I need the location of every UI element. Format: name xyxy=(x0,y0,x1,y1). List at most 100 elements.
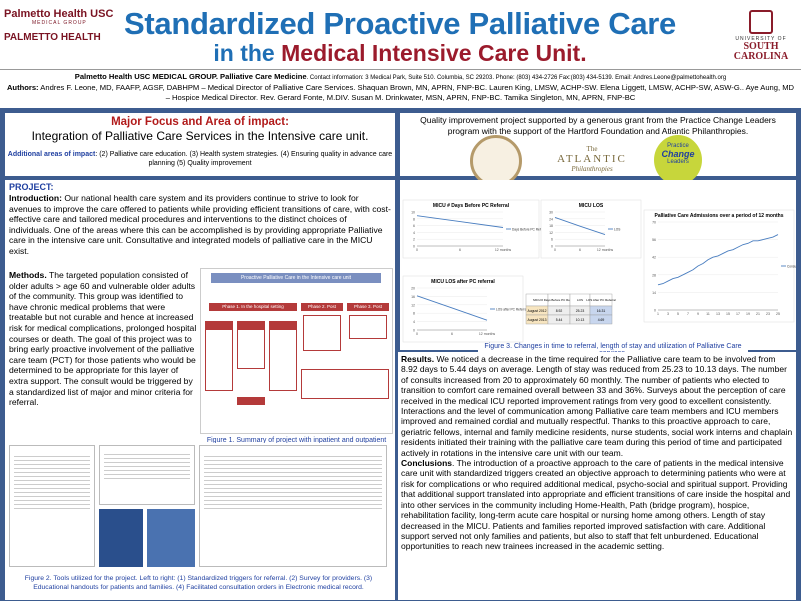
chart-x-tick-4: 11 xyxy=(706,312,710,316)
table-header-label: LOS xyxy=(577,298,583,302)
additional-areas: Additional areas of impact: (2) Palliati… xyxy=(7,151,393,167)
fig1-phase-3: Phase 3. Post hospital xyxy=(347,303,389,317)
fig1-phase-2: Phase 2. Post Hospital xyxy=(301,303,343,317)
chart-title-4: Palliative Care Admissions over a period… xyxy=(654,213,783,219)
table-cell-value: 5.44 xyxy=(556,318,563,322)
usc-logo: UNIVERSITY OF SOUTH CAROLINA xyxy=(724,10,798,66)
chart-y-tick-4: 0 xyxy=(654,309,656,313)
triggers-document xyxy=(9,445,95,567)
figure-2-tools xyxy=(7,443,390,571)
fig1-box xyxy=(349,315,387,339)
chart-y-tick-0: 2 xyxy=(413,238,415,242)
grant-panel: Quality improvement project supported by… xyxy=(400,113,796,176)
contact-info: . Contact information: 3 Medical Park, S… xyxy=(306,75,727,81)
focus-subheading: Integration of Palliative Care Services … xyxy=(31,129,369,143)
fig1-box-header xyxy=(205,321,233,329)
chart-y-tick-4: 28 xyxy=(652,273,656,277)
authors-list: Andres F. Leone, MD, FAAFP, AGSF, DABHPM… xyxy=(38,83,795,102)
chart-frame-0 xyxy=(402,199,540,259)
chart-legend-label-2: LOS after PC Referral xyxy=(496,308,527,312)
chart-y-tick-4: 42 xyxy=(652,256,656,260)
chart-x-tick-4: 1 xyxy=(657,312,659,316)
focus-heading: Major Focus and Area of impact: xyxy=(111,116,289,128)
chart-legend-label-0: Days Before PC Referral xyxy=(512,228,547,232)
methods: Methods. The targeted population consist… xyxy=(9,270,197,408)
chart-title-0: MICU # Days Before PC Referral xyxy=(433,203,510,209)
project-heading: PROJECT: xyxy=(9,182,54,192)
chart-x-tick-4: 5 xyxy=(677,312,679,316)
chart-y-tick-4: 56 xyxy=(652,238,656,242)
chart-x-tick-4: 23 xyxy=(766,312,770,316)
palmetto-health-logo: Palmetto Health USC MEDICAL GROUP PALMET… xyxy=(4,8,114,43)
brochure-image xyxy=(99,509,143,567)
conclusions-text: Conclusions. The introduction of a proac… xyxy=(401,458,791,552)
table-cell-value: 10.13 xyxy=(576,318,585,322)
chart-x-tick-0: 12 months xyxy=(495,248,512,252)
chart-y-tick-4: 14 xyxy=(652,291,656,295)
chart-x-tick-4: 13 xyxy=(716,312,720,316)
chart-y-tick-2: 0 xyxy=(413,329,415,333)
chart-y-tick-0: 10 xyxy=(411,211,415,215)
chart-y-tick-2: 16 xyxy=(411,295,415,299)
fig1-box-header xyxy=(237,321,265,329)
chart-x-tick-0: 6 xyxy=(459,248,461,252)
grant-text: Quality improvement project supported by… xyxy=(420,115,776,136)
table-cell-value: 8.92 xyxy=(556,309,563,313)
chart-y-tick-1: 24 xyxy=(549,217,553,221)
chart-series-line-4 xyxy=(657,234,779,286)
chart-frame-4 xyxy=(643,209,795,323)
poster-header: Palmetto Health USC MEDICAL GROUP PALMET… xyxy=(0,0,801,70)
chart-x-tick-4: 15 xyxy=(726,312,730,316)
chart-x-tick-0: 0 xyxy=(416,248,418,252)
organization: Palmetto Health USC MEDICAL GROUP. Palli… xyxy=(74,72,307,81)
chart-frame-1 xyxy=(540,199,642,259)
chart-y-tick-1: 18 xyxy=(549,224,553,228)
table-cell-value: August 2012 xyxy=(527,309,546,313)
chart-y-tick-2: 8 xyxy=(413,312,415,316)
atlantic-philanthropies-logo: The ATLANTIC Philanthropies xyxy=(557,145,627,173)
chart-x-tick-2: 12 months xyxy=(479,332,496,336)
chart-x-tick-4: 17 xyxy=(736,312,740,316)
chart-y-tick-0: 0 xyxy=(413,245,415,249)
table-header-label: # Days Before PC Referral xyxy=(541,298,577,302)
results-text: Results. We noticed a decrease in the ti… xyxy=(401,354,793,458)
chart-y-tick-1: 12 xyxy=(549,231,553,235)
chart-x-tick-4: 7 xyxy=(687,312,689,316)
chart-y-tick-2: 4 xyxy=(413,320,415,324)
chart-y-tick-0: 8 xyxy=(413,217,415,221)
chart-x-tick-2: 6 xyxy=(451,332,453,336)
chart-x-tick-4: 9 xyxy=(697,312,699,316)
chart-series-line-1 xyxy=(554,216,606,235)
poster-title: Standardized Proactive Palliative Care xyxy=(123,6,676,41)
fig1-summary-box xyxy=(237,397,265,405)
chart-title-2: MICU LOS after PC referral xyxy=(431,279,495,285)
fig1-box xyxy=(269,329,297,391)
hartford-seal-icon xyxy=(470,135,522,187)
table-cell-value: August 2013 xyxy=(527,318,546,322)
fig1-box xyxy=(205,329,233,391)
practice-change-leaders-logo: Practice Change Leaders xyxy=(654,135,702,185)
figure-2-caption: Figure 2. Tools utilized for the project… xyxy=(24,575,373,591)
chart-x-tick-4: 25 xyxy=(776,312,780,316)
chart-y-tick-0: 6 xyxy=(413,224,415,228)
table-cell-value: 25.23 xyxy=(576,309,585,313)
fig1-phase-1: Phase 1. In the hospital setting xyxy=(209,303,297,311)
table-header-label: LOS After PC Referral xyxy=(586,298,616,302)
chart-x-tick-4: 19 xyxy=(746,312,750,316)
chart-y-tick-4: 70 xyxy=(652,221,656,225)
fig1-box xyxy=(237,329,265,369)
table-header-label: MICU xyxy=(533,298,541,302)
chart-legend-label-4: Consults xyxy=(787,265,796,269)
chart-y-tick-1: 30 xyxy=(549,211,553,215)
chart-x-tick-1: 12 months xyxy=(597,248,614,252)
figure-1-diagram: Proactive Palliative Care in the Intensi… xyxy=(200,268,393,434)
table-cell-value: 16.31 xyxy=(597,309,606,313)
chart-series-line-0 xyxy=(416,215,504,228)
focus-panel: Major Focus and Area of impact: Integrat… xyxy=(5,113,395,176)
usc-seal-icon xyxy=(749,10,773,34)
chart-x-tick-4: 21 xyxy=(756,312,760,316)
chart-y-tick-1: 0 xyxy=(551,245,553,249)
chart-x-tick-1: 0 xyxy=(554,248,556,252)
fig1-box-header xyxy=(269,321,297,329)
